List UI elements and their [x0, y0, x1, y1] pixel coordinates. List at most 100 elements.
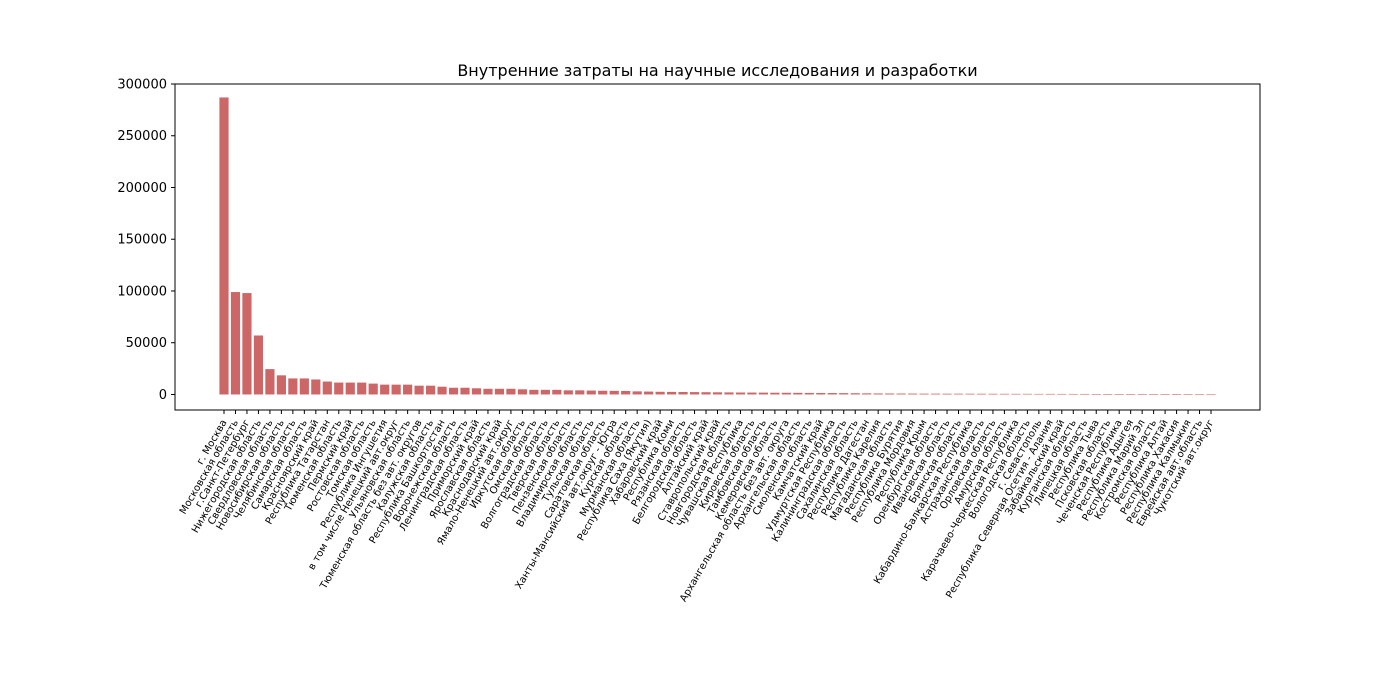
bar — [839, 393, 849, 395]
bar — [288, 378, 298, 395]
bar — [357, 382, 367, 395]
bar — [391, 384, 401, 395]
bar — [1045, 393, 1055, 395]
bar — [678, 391, 688, 395]
bar — [758, 392, 768, 395]
bar — [598, 390, 608, 395]
bar — [885, 393, 895, 395]
bar — [460, 387, 470, 395]
bar — [219, 97, 229, 395]
bar — [334, 382, 344, 395]
bar — [552, 389, 562, 395]
bar — [586, 390, 596, 395]
bar — [908, 393, 918, 395]
bar — [896, 393, 906, 395]
bar — [1171, 394, 1182, 395]
bar — [942, 393, 952, 395]
bar — [919, 393, 929, 395]
bar — [517, 389, 527, 395]
bar — [311, 379, 321, 395]
bar — [965, 393, 975, 395]
bar — [1149, 394, 1159, 395]
bar — [655, 391, 665, 395]
bar — [1080, 393, 1090, 395]
bar — [816, 392, 826, 395]
bar — [930, 393, 941, 395]
y-tick-label: 50000 — [126, 336, 167, 351]
bar — [712, 392, 723, 395]
bar — [1114, 394, 1124, 395]
bar — [1160, 394, 1170, 395]
bar — [621, 390, 631, 395]
bar — [471, 388, 482, 395]
bar — [1091, 393, 1101, 395]
bar — [1194, 394, 1205, 396]
bar — [276, 375, 286, 395]
y-tick-label: 150000 — [117, 233, 167, 248]
bar — [494, 388, 505, 395]
bar — [403, 384, 413, 395]
bar — [563, 390, 573, 395]
y-tick-label: 100000 — [117, 284, 167, 299]
bar — [1126, 394, 1136, 395]
bar — [999, 393, 1010, 395]
bar — [414, 385, 424, 395]
bar — [804, 392, 814, 395]
bar — [540, 389, 550, 395]
bar — [1057, 393, 1067, 395]
bar — [724, 392, 734, 395]
y-tick-label: 0 — [159, 388, 167, 403]
bar — [345, 382, 355, 395]
bar — [1068, 393, 1078, 395]
bar — [988, 393, 998, 395]
bar — [299, 378, 309, 395]
bar — [448, 387, 459, 395]
bars — [219, 97, 1216, 396]
bar — [667, 391, 677, 395]
bar — [1022, 393, 1032, 395]
bar — [483, 388, 493, 395]
bar — [701, 392, 711, 395]
bar — [380, 384, 390, 395]
bar — [850, 393, 860, 395]
bar — [644, 391, 654, 395]
bar — [1103, 394, 1113, 395]
bar — [368, 383, 378, 395]
bar — [1206, 394, 1216, 396]
bar — [1034, 393, 1044, 395]
bar — [230, 292, 241, 395]
bar — [793, 392, 803, 395]
y-tick-label: 250000 — [117, 129, 167, 144]
y-tick-label: 200000 — [117, 181, 167, 196]
bar — [862, 393, 872, 395]
bar — [873, 393, 883, 395]
bar — [827, 393, 837, 395]
plot-frame — [174, 83, 1261, 411]
bar — [265, 369, 275, 395]
bar — [747, 392, 757, 395]
y-axis: 0 50000 100000 150000 200000 250000 300000 — [117, 78, 175, 403]
bar — [253, 335, 264, 395]
bar — [609, 390, 619, 395]
bar — [242, 293, 252, 395]
bar — [529, 389, 539, 395]
chart-title: Внутренние затраты на научные исследован… — [457, 61, 977, 80]
bar — [425, 385, 436, 395]
bar — [770, 392, 780, 395]
bar — [1011, 393, 1021, 395]
bar — [735, 392, 746, 395]
bar — [1183, 394, 1193, 396]
bar — [953, 393, 964, 395]
bar — [632, 391, 642, 395]
bar — [437, 386, 447, 395]
bar — [689, 392, 700, 395]
bar — [976, 393, 987, 395]
bar — [322, 381, 332, 395]
bar — [781, 392, 791, 395]
bar — [506, 388, 516, 395]
bar — [1137, 394, 1147, 395]
y-tick-label: 300000 — [117, 78, 167, 93]
bar — [575, 390, 585, 395]
